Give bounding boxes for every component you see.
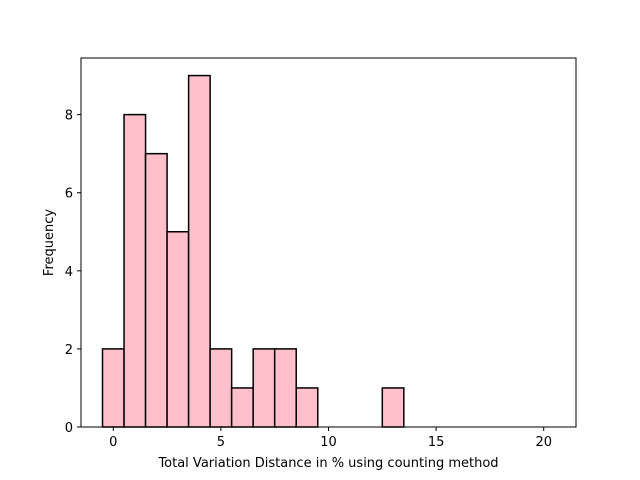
x-axis-label: Total Variation Distance in % using coun… [157, 456, 498, 471]
y-tick-label: 6 [65, 187, 73, 202]
y-tick-label: 4 [65, 265, 73, 280]
bars-group [101, 74, 405, 428]
x-tick-label: 0 [109, 435, 117, 450]
y-tick-label: 0 [65, 421, 73, 436]
histogram-bar [123, 113, 147, 428]
histogram-bar [101, 348, 125, 428]
histogram-bar [252, 348, 276, 428]
histogram-bar [295, 387, 319, 428]
histogram-bar [273, 348, 297, 428]
y-tick-label: 2 [65, 343, 73, 358]
x-tick-label: 5 [217, 435, 225, 450]
histogram-bar [166, 231, 190, 428]
y-axis-label: Frequency [42, 209, 57, 276]
x-tick-label: 15 [428, 435, 445, 450]
x-tick-label: 10 [320, 435, 337, 450]
y-tick-label: 8 [65, 109, 73, 124]
histogram-bar [144, 152, 168, 428]
x-axis-ticks: 0 5 10 15 20 [109, 427, 552, 450]
histogram-bar [381, 387, 405, 428]
x-tick-label: 20 [535, 435, 552, 450]
histogram-bar [230, 387, 254, 428]
y-axis-ticks: 0 2 4 6 8 [65, 109, 81, 436]
histogram-bar [209, 348, 233, 428]
histogram-bar [187, 74, 211, 428]
